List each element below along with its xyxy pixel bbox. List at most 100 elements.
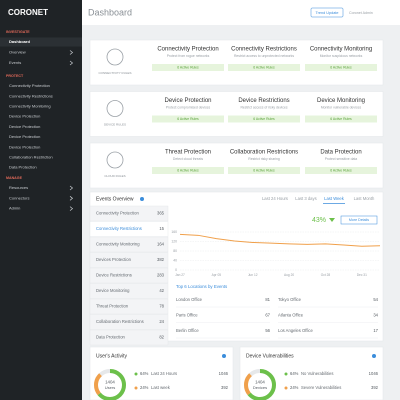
rule-status[interactable]: 6 Active Rules <box>253 169 275 173</box>
chevron <box>69 206 74 211</box>
y-tick-label: 160 <box>171 230 177 234</box>
rule-status-bg[interactable] <box>152 64 224 71</box>
nav-item[interactable]: Collaboration Restriction <box>9 154 53 159</box>
rule-status-bg[interactable] <box>152 167 224 174</box>
rule-icon <box>106 100 124 117</box>
info-icon <box>222 354 226 358</box>
event-category[interactable]: Device Monitoring <box>96 288 130 293</box>
rule-card <box>89 142 384 189</box>
rule-status-bg[interactable] <box>228 167 300 174</box>
nav-item[interactable]: Admin <box>9 206 20 211</box>
event-count: 78 <box>159 304 164 309</box>
sidebar <box>0 0 82 400</box>
nav-item[interactable]: Resources <box>9 185 28 190</box>
nav-item[interactable]: Data Protection <box>9 165 37 170</box>
legend-dot <box>284 386 288 390</box>
event-count: 365 <box>157 211 165 216</box>
rule-status[interactable]: 6 Active Rules <box>253 117 275 121</box>
y-tick-label: 120 <box>171 239 177 243</box>
legend-dot <box>134 386 138 390</box>
rule-status[interactable]: 6 Active Rules <box>330 169 352 173</box>
row-count: 1046 <box>219 371 229 376</box>
header-button[interactable] <box>310 7 344 18</box>
nav-item[interactable]: Connectors <box>9 195 29 200</box>
event-category-bg[interactable] <box>89 252 169 268</box>
rule-status-bg[interactable] <box>228 115 300 123</box>
time-tab[interactable]: Last Week <box>324 196 345 201</box>
event-category[interactable]: Threat Protection <box>96 304 129 309</box>
rule-status-bg[interactable] <box>305 167 377 174</box>
donut-arc <box>244 369 276 400</box>
rule-description: Monitor vulnerable devices <box>321 105 362 109</box>
rule-status[interactable]: 6 Active Rules <box>330 66 352 70</box>
active-item-bg <box>0 37 82 47</box>
rule-status[interactable]: 6 Active Rules <box>253 66 275 70</box>
nav-item[interactable]: Overview <box>9 50 26 55</box>
chevron <box>69 50 74 55</box>
rule-status[interactable]: 6 Active Rules <box>177 66 199 70</box>
rule-status-bg[interactable] <box>305 115 377 123</box>
event-category-bg[interactable] <box>89 205 169 222</box>
nav-item[interactable]: Connectivity Restrictions <box>9 93 53 98</box>
rule-status-bg[interactable] <box>305 64 377 71</box>
event-category[interactable]: Connectivity Monitoring <box>96 242 140 247</box>
rule-group-label: CLOUD RULES <box>104 174 125 178</box>
event-category-bg[interactable] <box>89 329 169 346</box>
x-tick-label: Apr 05 <box>212 273 222 277</box>
nav-item[interactable]: Device Protection <box>9 134 40 139</box>
event-category-bg[interactable] <box>89 221 169 237</box>
time-tab[interactable]: Last 3 days <box>295 196 316 201</box>
event-category[interactable]: Device Restrictions <box>96 273 132 278</box>
nav-item[interactable]: Connectivity Monitoring <box>9 103 51 108</box>
rule-description: Restrict access to unprotected networks <box>234 54 294 58</box>
event-category[interactable]: Connectivity Protection <box>96 211 139 216</box>
rule-status[interactable]: 6 Active Rules <box>177 169 199 173</box>
event-category-bg[interactable] <box>89 236 169 253</box>
event-category[interactable]: Collaboration Restrictions <box>96 319 144 324</box>
event-category[interactable]: Connectivity Restrictions <box>96 226 142 231</box>
rule-status[interactable]: 6 Active Rules <box>330 117 352 121</box>
event-category[interactable]: Data Protection <box>96 335 126 340</box>
nav-item[interactable]: Connectivity Protection <box>9 83 50 88</box>
rule-description: Protect sensitive data <box>325 157 358 161</box>
details-button[interactable] <box>340 215 378 225</box>
percent-label: 24% <box>140 385 149 390</box>
location-count: 56 <box>265 328 270 333</box>
event-category-bg[interactable] <box>89 314 169 330</box>
nav-item[interactable]: Device Protection <box>9 114 40 119</box>
donut-arc <box>94 369 126 400</box>
event-category-bg[interactable] <box>89 267 169 284</box>
rule-name: Device Protection <box>164 98 211 104</box>
rule-description: Monitor suspicious networks <box>320 54 363 58</box>
details-button-label[interactable]: More Details <box>349 218 369 222</box>
donut-arc <box>94 369 126 400</box>
rule-description: Restrict access of risky devices <box>240 105 287 109</box>
nav-item[interactable]: Dashboard <box>9 39 30 44</box>
rule-name: Collaboration Restrictions <box>230 150 298 156</box>
event-category-bg[interactable] <box>89 283 169 299</box>
rule-name: Device Restrictions <box>238 98 289 104</box>
percent-label: 24% <box>290 385 299 390</box>
nav-item[interactable]: Events <box>9 60 21 65</box>
x-tick-label: Aug 20 <box>284 273 294 277</box>
location-count: 67 <box>265 313 270 318</box>
location-count: 34 <box>373 313 378 318</box>
header-button-label[interactable]: Trend Update <box>315 11 338 15</box>
nav-item[interactable]: Device Protection <box>9 144 40 149</box>
rule-status-bg[interactable] <box>228 64 300 71</box>
event-category[interactable]: Devices Protection <box>96 257 132 262</box>
y-tick-label: 80 <box>173 249 177 253</box>
rule-description: Protect compromised devices <box>166 105 211 109</box>
rule-card <box>89 91 384 137</box>
locations-title: Top 6 Locations by Events <box>176 284 228 289</box>
nav-item[interactable]: Device Protection <box>9 124 40 129</box>
info-icon <box>372 354 376 358</box>
row-count: 1046 <box>369 371 379 376</box>
row-label: Severe Vulnerabilities <box>301 385 341 390</box>
rule-status[interactable]: 6 Active Rules <box>177 117 199 121</box>
time-tab[interactable]: Last 24 Hours <box>262 196 288 201</box>
rule-description: Detect cloud threats <box>173 157 203 161</box>
rule-status-bg[interactable] <box>152 115 224 123</box>
time-tab[interactable]: Last Month <box>354 196 375 201</box>
event-category-bg[interactable] <box>89 298 169 315</box>
